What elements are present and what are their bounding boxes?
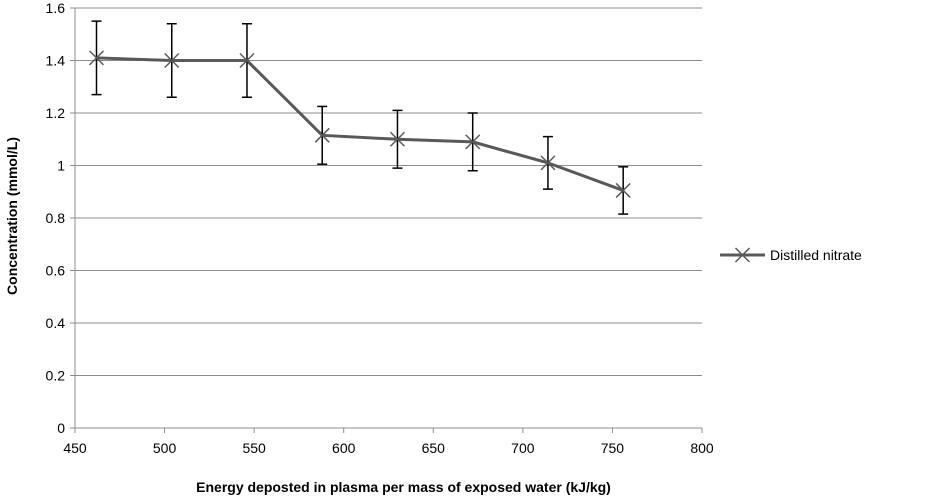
axes xyxy=(70,7,703,433)
series-layer xyxy=(88,20,631,215)
y-tick-label: 1 xyxy=(57,158,65,174)
marker-stroke xyxy=(465,134,481,150)
x-tick-label: 650 xyxy=(422,440,446,456)
x-tick-label: 700 xyxy=(511,440,535,456)
y-tick-label: 0.2 xyxy=(46,368,66,384)
y-tick-label: 0.8 xyxy=(46,210,66,226)
series-line xyxy=(96,56,624,192)
data-point-marker xyxy=(88,50,105,66)
y-tick-label: 1.6 xyxy=(46,0,66,16)
tick-labels: 0 0.2 0.4 0.6 0.8 1 1.2 1.4 1.6 450 500 550 600 650 70… xyxy=(46,0,714,456)
data-point-marker xyxy=(239,52,255,69)
marker-stroke xyxy=(734,247,751,263)
x-tick-label: 750 xyxy=(601,440,625,456)
data-point-marker xyxy=(314,127,330,143)
x-tick-label: 500 xyxy=(153,440,177,456)
legend-label: Distilled nitrate xyxy=(770,247,862,263)
y-axis-title: Concentration (mmol/L) xyxy=(4,137,20,295)
y-tick-label: 0 xyxy=(57,420,65,436)
marker-stroke xyxy=(314,127,330,143)
y-tick-label: 1.2 xyxy=(46,105,66,121)
y-tick-label: 1.4 xyxy=(46,53,66,69)
data-point-marker xyxy=(164,52,180,69)
marker-stroke xyxy=(540,155,556,171)
x-tick-label: 550 xyxy=(242,440,266,456)
y-tick-label: 0.6 xyxy=(46,263,66,279)
x-tick-label: 800 xyxy=(690,440,714,456)
y-tick-label: 0.4 xyxy=(46,315,66,331)
marker-stroke xyxy=(615,182,631,198)
legend: Distilled nitrate xyxy=(720,247,862,263)
marker-stroke xyxy=(164,52,180,69)
x-axis-title: Energy deposted in plasma per mass of ex… xyxy=(196,479,611,495)
x-tick-label: 600 xyxy=(332,440,356,456)
marker-stroke xyxy=(389,131,405,147)
data-point-marker xyxy=(389,131,405,147)
marker-stroke xyxy=(88,50,105,66)
data-point-marker xyxy=(615,182,631,198)
x-tick-label: 450 xyxy=(63,440,87,456)
data-point-marker xyxy=(540,155,556,171)
marker-stroke xyxy=(239,52,255,69)
data-point-marker xyxy=(465,134,481,150)
legend-x-marker-icon xyxy=(734,247,751,263)
